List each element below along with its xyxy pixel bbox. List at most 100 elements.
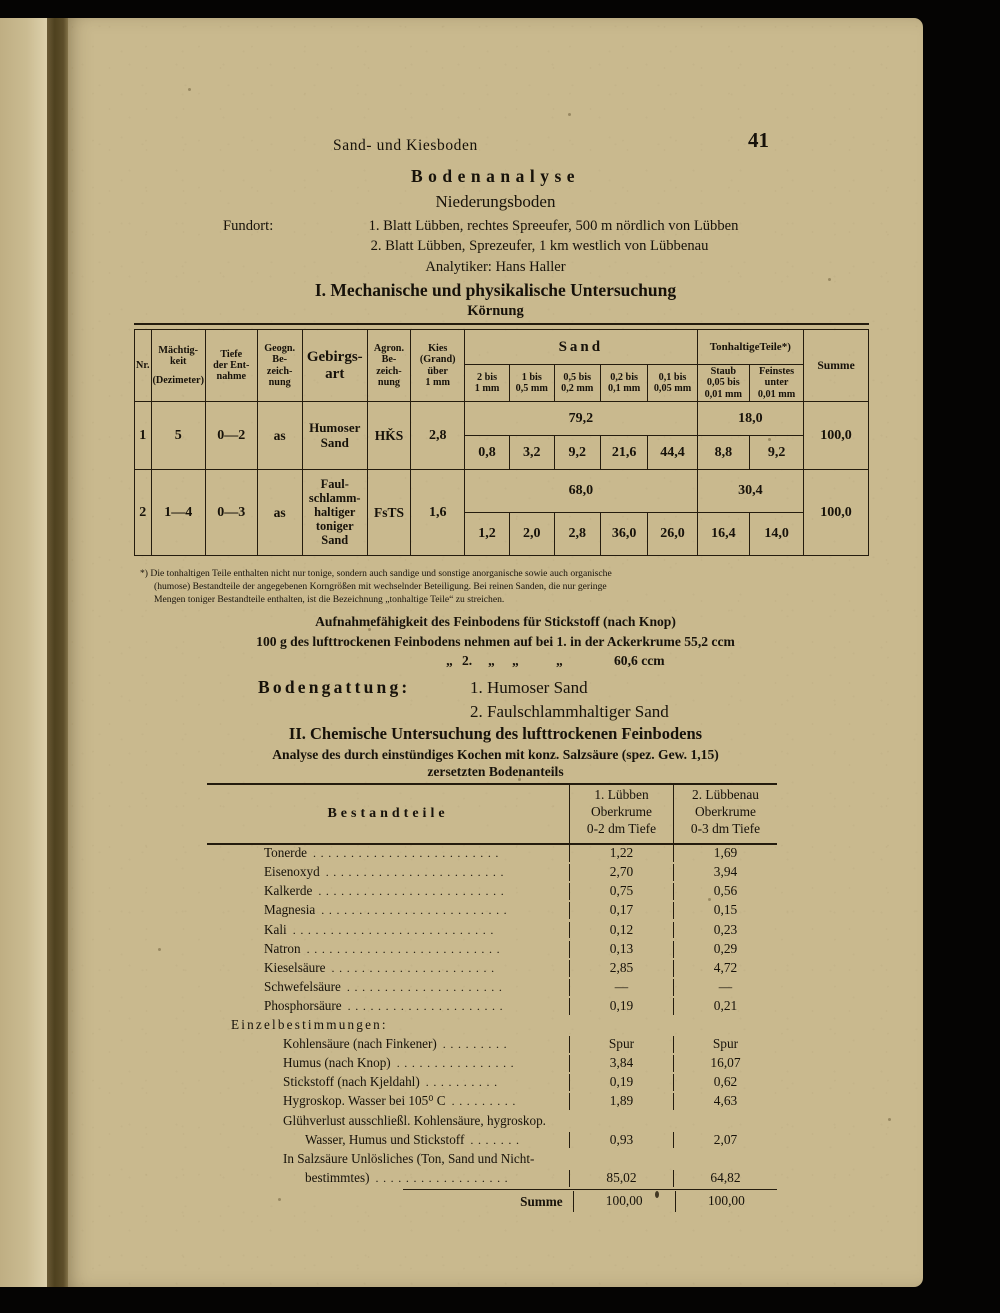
list-item: Kalkerde......................... 0,75 0,5… [207,883,777,902]
section-2-sub-1: Analyse des durch einstündiges Kochen mi… [272,747,719,762]
leader-dots: ................ [396,1056,519,1071]
cell-kies: 2,8 [410,401,466,471]
th-geogn-l2: Be- [272,354,288,366]
summe-value-2: 100,00 [674,1191,777,1213]
value-luebbenau: 16,07 [673,1055,777,1073]
cell-ton-total: 18,0 [696,401,805,437]
th-luebbenau-l2: Oberkrume [695,803,756,819]
value-luebben: 0,19 [569,1074,673,1092]
value-luebben: — [569,978,673,996]
th-gebirgsart: Gebirgs- art [301,328,368,403]
value-luebben: 1,22 [569,845,673,863]
row-label: Magnesia......................... [207,902,569,918]
value-luebben: 85,02 [569,1169,673,1187]
book-binding-shadow [47,18,69,1287]
paper-speck [888,1118,891,1121]
paper-speck [278,1198,281,1201]
cell-gebirgsart-l1: Humoser [309,420,361,436]
section-1-heading: I. Mechanische und physikalische Untersu… [314,280,677,300]
cell-sand-v1: 1,2 [464,512,510,557]
row-label: Einzelbestimmungen: [207,1017,569,1033]
cell-sand-v4: 36,0 [599,512,649,557]
list-item: Einzelbestimmungen: [207,1017,777,1036]
summe-label: Summe [520,1193,563,1209]
leader-dots: ..................... [347,998,508,1013]
leader-dots: ......................... [318,884,509,899]
cell-summe: 100,0 [803,401,869,471]
value-luebben: 2,85 [569,959,673,977]
list-item: Natron.......................... 0,13 0,29 [207,940,777,960]
ink-blot-mark [655,1191,659,1198]
fundort-line-2: 2. Blatt Lübben, Sprezeufer, 1 km westli… [370,238,709,254]
mechanical-analysis-table: Nr. Mächtig- keit (Dezimeter) Tiefe der … [134,328,869,557]
paper-speck [518,778,521,781]
paper-speck [768,438,771,441]
th-gebirgsart-l2: art [325,365,345,382]
row-label: Stickstoff (nach Kjeldahl).......... [207,1074,569,1090]
th-feinstes-l3: 0,01 mm [757,388,796,400]
row-label-text: Einzelbestimmungen: [231,1017,388,1033]
row-label: Wasser, Humus und Stickstoff....... [207,1132,569,1148]
cell-agron: FsTS [366,469,412,557]
th-luebbenau: 2. Lübbenau Oberkrume 0-3 dm Tiefe [673,785,777,844]
row-label-text: Schwefelsäure [264,978,341,994]
th-sand-2-1mm: 2 bis 1 mm [464,363,510,403]
list-item: Humus (nach Knop)................ 3,84 16,… [207,1055,777,1074]
row-label-text: Stickstoff (nach Kjeldahl) [283,1074,420,1090]
cell-geogn: as [256,401,303,471]
th-geogn: Geogn. Be- zeich- nung [256,328,303,403]
th-geogn-l1: Geogn. [264,342,296,354]
row-label-text: Humus (nach Knop) [283,1055,391,1071]
th-kies: Kies (Grand) über 1 mm [410,328,466,403]
section-1-subheading: Körnung [467,303,524,319]
leader-dots: ......................... [313,846,504,861]
value-luebben: 0,93 [569,1131,673,1149]
list-item: Eisenoxyd........................ 2,70 3,9… [207,864,777,883]
th-sand-1-05mm-l2: 0,5 mm [515,383,548,395]
ditto-4: „ [556,653,563,668]
cell-ton-total: 30,4 [696,469,805,514]
row-label-text: Glühverlust ausschließl. Kohlensäure, hy… [283,1112,546,1128]
cell-sand-v2: 3,2 [508,435,555,471]
paper-speck [568,113,571,116]
th-gebirgsart-l1: Gebirgs- [306,348,363,365]
aufnahme-line-2: „ 2. „ „ „ 60,6 ccm [446,653,665,669]
page-content: Sand- und Kiesboden 41 Bodenanalyse Nied… [68,18,923,1287]
th-agron-l1: Agron. [373,342,405,354]
row-label-text: Natron [264,940,301,956]
cell-sand-v5: 26,0 [647,512,698,557]
th-kies-l2: (Grand) [419,354,456,366]
th-sand-05-02mm: 0,5 bis 0,2 mm [553,363,601,403]
list-item: Kieselsäure...................... 2,85 4,7… [207,959,777,979]
row-label: Kali........................... [207,922,569,938]
leader-dots: ....... [470,1132,524,1147]
th-tonhaltige-group: TonhaltigeTeile*) [696,329,805,365]
list-item: Glühverlust ausschließl. Kohlensäure, hy… [207,1113,777,1132]
th-agron-l3: zeich- [376,365,402,377]
bodengattung-item-1: 1. Humoser Sand [470,678,588,697]
row-label: Phosphorsäure..................... [207,998,569,1014]
paper-speck [828,278,831,281]
list-item: Kali........................... 0,12 0,23 [207,921,777,941]
page-subtitle: Niederungsboden [435,192,556,211]
value-luebbenau: 4,72 [673,959,777,977]
value-luebben: 0,19 [569,997,673,1015]
th-feinstes: Feinstes unter 0,01 mm [749,363,805,403]
running-head: Sand- und Kiesboden [333,137,478,154]
section-2-heading: II. Chemische Untersuchung des lufttrock… [288,724,703,743]
th-geogn-l3: zeich- [266,365,293,377]
leader-dots: ......... [451,1094,520,1109]
ditto-1: „ [446,653,453,668]
cell-summe: 100,0 [803,469,869,557]
th-sand-05-02mm-l1: 0,5 bis [563,371,592,383]
list-item: Hygroskop. Wasser bei 105⁰ C......... 1,8… [207,1093,777,1112]
leader-dots: ......... [442,1037,512,1052]
th-luebben-l1: 1. Lübben [594,787,649,803]
th-sand-1-05mm: 1 bis 0,5 mm [508,363,555,403]
cell-staub: 8,8 [696,435,751,471]
footnote-marker: *) [140,568,148,579]
table-footnote: *) Die tonhaltigen Teile enthalten nicht… [140,567,865,607]
bodengattung-label: Bodengattung: [258,677,411,697]
list-item: Stickstoff (nach Kjeldahl).......... 0,19… [207,1074,777,1093]
